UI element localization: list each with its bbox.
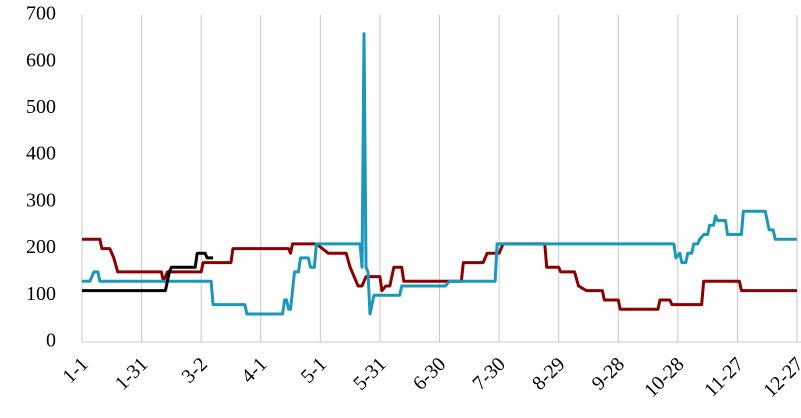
x-tick-label: 5-1	[297, 353, 331, 387]
y-tick-label: 200	[26, 236, 56, 258]
y-tick-label: 500	[26, 96, 56, 118]
x-tick-label: 3-2	[178, 353, 212, 387]
x-tick-label: 7-30	[468, 353, 509, 394]
x-tick-label: 11-27	[700, 353, 748, 401]
y-tick-label: 300	[26, 189, 56, 211]
y-tick-label: 0	[46, 330, 56, 352]
x-tick-label: 10-28	[640, 353, 689, 402]
x-tick-label: 1-31	[111, 353, 152, 394]
line-series	[82, 32, 797, 316]
y-tick-label: 400	[26, 143, 56, 165]
x-tick-label: 5-31	[349, 353, 390, 394]
x-tick-label: 8-29	[528, 353, 569, 394]
line-series	[82, 237, 797, 311]
line-series	[82, 251, 214, 293]
x-tick-label: 12-27	[759, 353, 801, 402]
y-tick-label: 600	[26, 49, 56, 71]
x-tick-label: 9-28	[588, 353, 629, 394]
y-tick-label: 100	[26, 283, 56, 305]
x-tick-label: 6-30	[409, 353, 450, 394]
y-tick-label: 700	[26, 3, 56, 25]
x-tick-label: 1-1	[58, 353, 92, 387]
x-tick-label: 4-1	[237, 353, 271, 387]
